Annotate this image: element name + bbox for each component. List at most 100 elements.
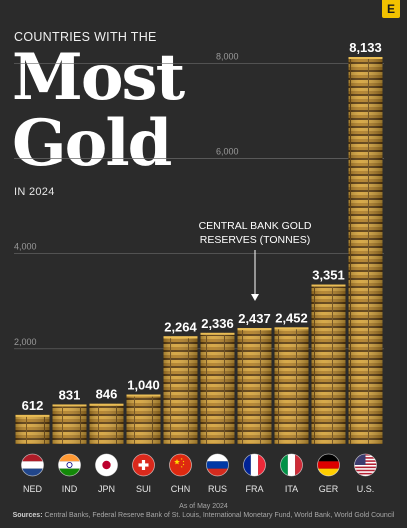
bar-top-edge — [274, 327, 309, 330]
value-label: 2,336 — [201, 316, 234, 331]
bar-shade — [311, 284, 346, 444]
flag-ring — [317, 453, 340, 477]
stripe — [317, 461, 340, 469]
stripe — [206, 461, 229, 469]
bar-top-edge — [15, 414, 50, 417]
value-label: 2,452 — [275, 310, 308, 325]
flag-ring — [132, 453, 155, 477]
stripe-red — [354, 466, 377, 469]
stripe — [58, 468, 81, 476]
flag-body — [58, 454, 81, 476]
category-label: JPN — [98, 484, 115, 494]
star-small — [182, 460, 185, 463]
flag-italy-icon — [280, 453, 303, 477]
flag-body — [280, 454, 303, 476]
flag-japan-icon — [95, 453, 118, 477]
category-label: NED — [23, 484, 43, 494]
stripe — [206, 468, 229, 476]
footer-as-of: As of May 2024 — [179, 503, 228, 510]
flag-russia-icon — [206, 453, 229, 477]
category-label: RUS — [208, 484, 227, 494]
bar-top-edge — [52, 404, 87, 407]
title-line-most: Most — [12, 40, 185, 115]
bar-shade — [52, 404, 87, 444]
bar-shade — [15, 414, 50, 444]
bar-top-edge — [89, 403, 124, 406]
stripe-white — [354, 468, 377, 471]
category-label: U.S. — [357, 484, 375, 494]
stripe-white — [354, 465, 377, 467]
canton — [354, 454, 366, 465]
flag-ring — [354, 453, 377, 477]
bar-shade — [237, 328, 272, 444]
value-label: 846 — [96, 387, 118, 402]
category-label: GER — [319, 484, 339, 494]
bar-shade — [348, 57, 383, 444]
stripe — [21, 454, 44, 462]
flag-switzerland-icon — [132, 453, 155, 477]
flag-united-states-icon — [354, 453, 377, 477]
stripe — [317, 468, 340, 476]
flag-body — [243, 454, 266, 476]
flag-ring — [95, 453, 118, 477]
annotation-line1: CENTRAL BANK GOLD — [199, 220, 312, 232]
flag-body — [95, 454, 118, 476]
bar-top-edge — [163, 336, 198, 339]
value-label: 3,351 — [312, 268, 345, 283]
flag-ring — [58, 453, 81, 477]
star — [174, 459, 180, 465]
bar-top-edge — [311, 284, 346, 287]
value-label: 2,264 — [164, 319, 197, 334]
bar-shade — [126, 394, 161, 444]
cross-h — [138, 463, 149, 467]
stripe — [243, 454, 251, 476]
stripe — [258, 454, 266, 476]
title-line-gold: Gold — [12, 106, 172, 181]
value-label: 612 — [22, 398, 44, 413]
annotation-line2: RESERVES (TONNES) — [200, 234, 310, 246]
footer-sources-text: Central Banks, Federal Reserve Bank of S… — [44, 512, 395, 519]
flag-ring — [280, 453, 303, 477]
chakra — [66, 461, 73, 468]
flag-ring — [169, 453, 192, 477]
bar-shade — [200, 332, 235, 444]
bar-top-edge — [348, 57, 383, 59]
annotation-arrowhead — [251, 294, 259, 301]
stripe-red — [354, 472, 377, 475]
stripe-white — [354, 474, 377, 476]
category-label: FRA — [246, 484, 264, 494]
flag-body — [21, 454, 44, 476]
flag-ring — [243, 453, 266, 477]
bar-top-edge — [200, 332, 235, 335]
bar-top-edge — [237, 328, 272, 331]
stripe-white — [354, 471, 377, 474]
category-label: SUI — [136, 484, 151, 494]
value-label: 1,040 — [127, 378, 160, 393]
flag-france-icon — [243, 453, 266, 477]
category-label: CHN — [171, 484, 191, 494]
stripe — [317, 454, 340, 462]
flag-body — [206, 454, 229, 476]
field — [169, 454, 192, 476]
flag-india-icon — [58, 453, 81, 477]
stripe — [58, 461, 81, 469]
y-tick-label: 2,000 — [14, 337, 37, 347]
category-label: IND — [62, 484, 78, 494]
footer-sources: Sources: Central Banks, Federal Reserve … — [0, 512, 407, 519]
bar-top-edge — [126, 394, 161, 397]
flag-body — [169, 454, 192, 476]
stripe — [58, 454, 81, 462]
bar-shade — [274, 327, 309, 444]
flag-ring — [206, 453, 229, 477]
y-tick-label: 8,000 — [216, 51, 239, 61]
title-subtitle: COUNTRIES WITH THE — [14, 30, 157, 44]
stripe-red — [354, 469, 377, 472]
stripe — [21, 461, 44, 469]
flag-germany-icon — [317, 453, 340, 477]
flag-body — [354, 454, 377, 476]
flag-ring — [21, 453, 44, 477]
y-tick-label: 6,000 — [216, 146, 239, 156]
star-small — [180, 458, 183, 460]
value-label: 2,437 — [238, 311, 271, 326]
stripe — [250, 454, 259, 476]
